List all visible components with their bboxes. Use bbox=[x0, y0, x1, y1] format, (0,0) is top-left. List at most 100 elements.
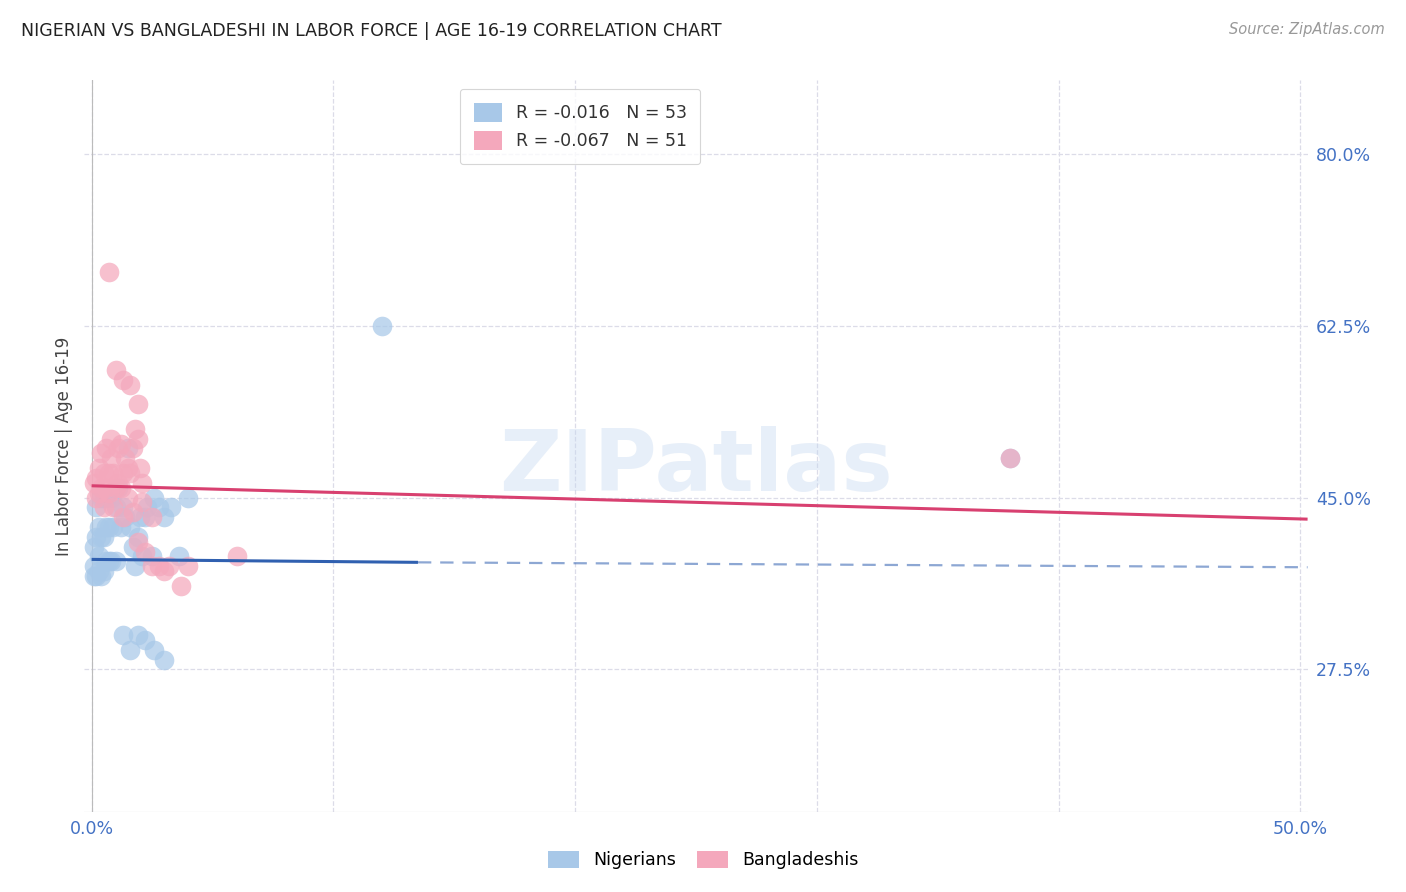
Point bbox=[370, 318, 392, 333]
Point bbox=[153, 564, 176, 578]
Point bbox=[94, 520, 117, 534]
Point bbox=[103, 500, 125, 515]
Point bbox=[120, 642, 142, 657]
Text: NIGERIAN VS BANGLADESHI IN LABOR FORCE | AGE 16-19 CORRELATION CHART: NIGERIAN VS BANGLADESHI IN LABOR FORCE |… bbox=[21, 22, 721, 40]
Point bbox=[87, 520, 110, 534]
Point bbox=[86, 491, 108, 505]
Point bbox=[90, 481, 112, 495]
Point bbox=[131, 475, 153, 490]
Point bbox=[112, 373, 135, 387]
Point bbox=[90, 446, 112, 460]
Point bbox=[124, 559, 146, 574]
Point bbox=[94, 442, 117, 456]
Point bbox=[86, 530, 108, 544]
Point bbox=[148, 500, 170, 515]
Point bbox=[97, 485, 120, 500]
Point bbox=[94, 481, 117, 495]
Point bbox=[117, 461, 139, 475]
Legend: Nigerians, Bangladeshis: Nigerians, Bangladeshis bbox=[541, 844, 865, 876]
Point bbox=[177, 559, 200, 574]
Point bbox=[143, 491, 166, 505]
Point bbox=[103, 520, 125, 534]
Point bbox=[100, 491, 122, 505]
Point bbox=[157, 559, 180, 574]
Point bbox=[86, 500, 108, 515]
Point bbox=[167, 549, 190, 564]
Point bbox=[112, 628, 135, 642]
Point bbox=[153, 510, 176, 524]
Point bbox=[112, 510, 135, 524]
Point bbox=[107, 481, 129, 495]
Point bbox=[104, 363, 127, 377]
Point bbox=[100, 432, 122, 446]
Point bbox=[100, 451, 122, 466]
Point bbox=[93, 466, 115, 480]
Point bbox=[104, 481, 127, 495]
Point bbox=[90, 491, 112, 505]
Point bbox=[110, 436, 132, 450]
Point bbox=[94, 491, 117, 505]
Point bbox=[127, 530, 149, 544]
Point bbox=[97, 520, 120, 534]
Point bbox=[177, 491, 200, 505]
Point bbox=[83, 540, 105, 554]
Point bbox=[112, 466, 135, 480]
Y-axis label: In Labor Force | Age 16-19: In Labor Force | Age 16-19 bbox=[55, 336, 73, 556]
Text: Source: ZipAtlas.com: Source: ZipAtlas.com bbox=[1229, 22, 1385, 37]
Point bbox=[121, 540, 143, 554]
Point bbox=[1000, 451, 1022, 466]
Point bbox=[148, 559, 170, 574]
Point bbox=[129, 461, 152, 475]
Point bbox=[131, 549, 153, 564]
Point bbox=[104, 500, 127, 515]
Point bbox=[117, 491, 139, 505]
Point bbox=[90, 530, 112, 544]
Point bbox=[87, 549, 110, 564]
Point bbox=[87, 485, 110, 500]
Text: ZIPatlas: ZIPatlas bbox=[499, 426, 893, 509]
Point bbox=[107, 475, 129, 490]
Point bbox=[83, 559, 105, 574]
Point bbox=[86, 569, 108, 583]
Point bbox=[153, 652, 176, 666]
Point bbox=[170, 579, 193, 593]
Point bbox=[93, 530, 115, 544]
Point bbox=[134, 510, 156, 524]
Point bbox=[100, 554, 122, 568]
Point bbox=[112, 500, 135, 515]
Point bbox=[1000, 451, 1022, 466]
Point bbox=[127, 397, 149, 411]
Point bbox=[124, 422, 146, 436]
Point bbox=[143, 642, 166, 657]
Point bbox=[127, 432, 149, 446]
Point bbox=[114, 451, 136, 466]
Point bbox=[93, 491, 115, 505]
Point bbox=[141, 549, 163, 564]
Point bbox=[97, 265, 120, 279]
Point bbox=[93, 564, 115, 578]
Point bbox=[103, 466, 125, 480]
Point bbox=[141, 510, 163, 524]
Point bbox=[83, 475, 105, 490]
Point bbox=[94, 554, 117, 568]
Point bbox=[127, 628, 149, 642]
Point bbox=[87, 461, 110, 475]
Point bbox=[107, 442, 129, 456]
Point bbox=[90, 569, 112, 583]
Point bbox=[127, 534, 149, 549]
Point bbox=[121, 442, 143, 456]
Point bbox=[120, 377, 142, 392]
Point bbox=[134, 544, 156, 558]
Point bbox=[121, 505, 143, 519]
Point bbox=[117, 442, 139, 456]
Point bbox=[225, 549, 247, 564]
Point bbox=[97, 554, 120, 568]
Point bbox=[131, 495, 153, 509]
Point bbox=[87, 564, 110, 578]
Legend: R = -0.016   N = 53, R = -0.067   N = 51: R = -0.016 N = 53, R = -0.067 N = 51 bbox=[460, 89, 700, 164]
Point bbox=[93, 500, 115, 515]
Point bbox=[120, 466, 142, 480]
Point bbox=[97, 466, 120, 480]
Point bbox=[120, 520, 142, 534]
Point bbox=[129, 510, 152, 524]
